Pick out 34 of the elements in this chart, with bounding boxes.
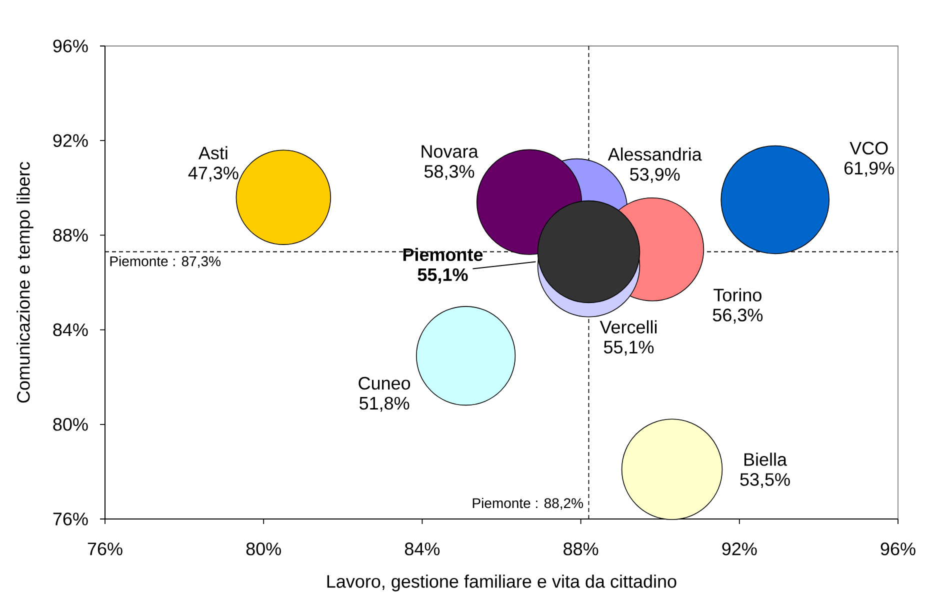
series-label: Vercelli <box>600 320 657 334</box>
x-tick-label: 80% <box>246 542 281 556</box>
series-label: Asti <box>198 146 228 160</box>
y-tick-label: 80% <box>53 418 88 431</box>
x-axis-title: Lavoro, gestione familiare e vita da cittadino <box>327 574 676 592</box>
y-tick-label: 92% <box>53 134 88 147</box>
x-tick-label: 84% <box>404 542 440 556</box>
data-label: 56,3% <box>712 308 763 324</box>
y-tick-label: 96% <box>53 40 88 52</box>
y-tick-label: 88% <box>53 228 88 242</box>
series-label: Torino <box>714 288 762 302</box>
ref-line-label: Piemonte : 87,3% <box>110 256 220 268</box>
x-tick-label: 96% <box>880 542 916 556</box>
x-tick-label: 88% <box>564 542 598 556</box>
data-label: 58,3% <box>424 165 474 180</box>
data-label: 53,5% <box>740 473 790 488</box>
series-label: Cuneo <box>358 376 410 390</box>
x-tick-label: 92% <box>722 542 757 556</box>
text: Piemonte <box>403 248 483 262</box>
text: VCO <box>850 142 888 155</box>
series-label: Novara <box>422 145 478 158</box>
y-tick-label: 76% <box>53 512 88 526</box>
data-label: 51,8% <box>360 396 410 412</box>
data-label: 55,1% <box>604 340 654 356</box>
series-label: Alessandria <box>608 148 702 161</box>
ref-line-label: Piemonte : 88,2% <box>472 498 584 510</box>
x-tick-label: 76% <box>88 542 122 556</box>
y-axis-title: Comunicazione e tempo liberc <box>16 162 34 403</box>
legend-label: Biella <box>744 452 787 466</box>
data-label: 55,1% <box>418 268 468 284</box>
y-tick-label: 84% <box>53 323 88 336</box>
data-label: 47,3% <box>188 166 238 182</box>
data-label: 61,9% <box>844 162 894 177</box>
data-label: 53,9% <box>630 168 680 183</box>
